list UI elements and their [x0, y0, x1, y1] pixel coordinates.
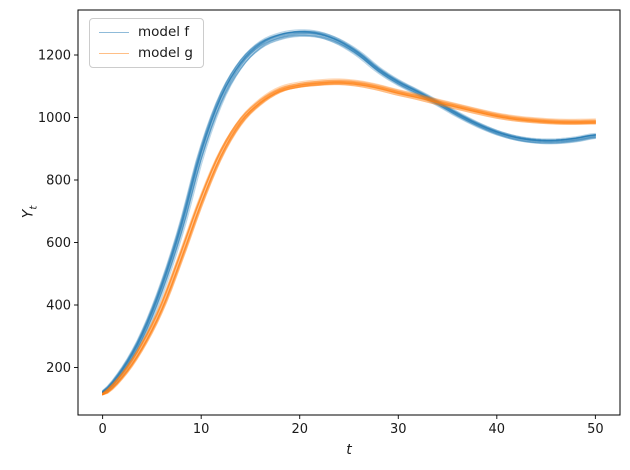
y-axis-label: Yt — [20, 205, 40, 219]
model-g-trajectory — [102, 80, 596, 396]
model-f-trajectory — [102, 31, 596, 393]
model-g-trajectory — [102, 82, 596, 396]
model-f-trajectory — [102, 33, 596, 393]
model-g-trajectory — [102, 83, 596, 396]
model-g-trajectory — [102, 82, 596, 396]
model-g-trajectory — [102, 82, 596, 396]
y-tick-label: 800 — [46, 174, 71, 189]
x-axis-label: t — [346, 442, 352, 458]
x-tick-label: 10 — [193, 422, 210, 437]
legend-item-model-g: model g — [99, 44, 193, 63]
model-g-trajectory — [102, 82, 596, 394]
model-f-trajectory — [102, 31, 596, 394]
y-tick-label: 400 — [46, 299, 71, 314]
model-g-trajectory — [102, 83, 596, 395]
model-g-trajectory — [102, 82, 596, 396]
model-f-trajectory — [102, 30, 596, 393]
x-tick-label: 0 — [98, 422, 106, 437]
model-f-trajectory — [102, 30, 596, 393]
model-f-trajectory — [102, 31, 596, 392]
model-f-trajectory — [102, 30, 596, 393]
y-tick-label: 1200 — [38, 49, 71, 64]
legend-item-model-f: model f — [99, 23, 193, 42]
legend: model f model g — [89, 18, 204, 68]
x-tick-label: 40 — [489, 422, 506, 437]
model-f-trajectory — [102, 30, 596, 393]
model-f-trajectory — [102, 30, 596, 392]
model-f-trajectory — [102, 32, 596, 394]
model-g-trajectory — [102, 80, 596, 396]
legend-label-model-f: model f — [138, 24, 190, 40]
model-g-trajectory — [102, 79, 596, 396]
x-tick-label: 20 — [291, 422, 308, 437]
x-tick-label: 30 — [390, 422, 407, 437]
model-g-trajectory — [102, 81, 596, 394]
legend-line-model-g-icon — [99, 53, 129, 54]
legend-line-model-f-icon — [99, 32, 129, 33]
plot-border — [77, 9, 621, 416]
model-f-trajectory — [102, 32, 596, 393]
model-g-trajectory — [102, 78, 596, 395]
model-f-trajectory — [102, 34, 596, 394]
model-f-trajectory — [102, 31, 596, 393]
legend-label-model-g: model g — [138, 45, 193, 61]
x-tick-label: 50 — [587, 422, 604, 437]
model-f-trajectory — [102, 35, 596, 394]
model-f-trajectory — [102, 34, 596, 394]
model-f-trajectory — [102, 29, 596, 393]
y-tick-label: 200 — [46, 361, 71, 376]
y-tick-label: 1000 — [38, 111, 71, 126]
model-g-trajectory — [102, 79, 596, 395]
model-g-trajectory — [102, 83, 596, 395]
model-g-trajectory — [102, 81, 596, 396]
model-f-trajectory — [102, 32, 596, 394]
model-f-trajectory — [102, 34, 596, 393]
model-g-trajectory — [102, 81, 596, 395]
y-tick-label: 600 — [46, 236, 71, 251]
model-g-trajectory — [102, 80, 596, 396]
model-g-trajectory — [102, 79, 596, 395]
